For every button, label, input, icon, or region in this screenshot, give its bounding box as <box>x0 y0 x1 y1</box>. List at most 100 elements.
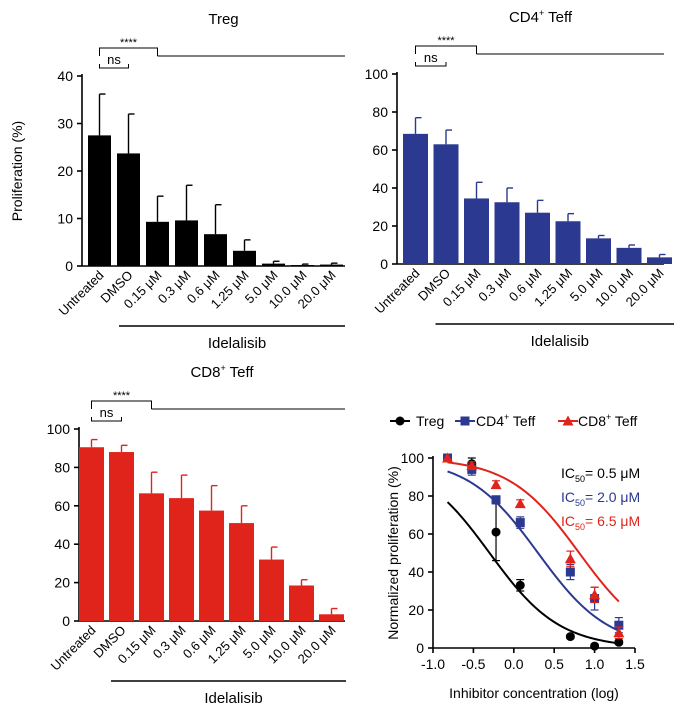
y-tick-label: 30 <box>57 116 73 132</box>
y-tick-label: 20 <box>408 602 424 618</box>
y-tick-label: 100 <box>401 450 425 466</box>
bar <box>494 202 520 264</box>
bar <box>204 234 227 266</box>
y-tick-label: 0 <box>416 640 424 656</box>
y-tick-label: 20 <box>54 575 70 591</box>
group-label: Idelalisib <box>208 335 266 352</box>
x-tick-label: Untreated <box>372 266 423 317</box>
y-tick-label: 40 <box>57 68 73 84</box>
bar <box>647 257 672 264</box>
x-tick-label: -1.0 <box>421 656 445 672</box>
bar <box>229 523 254 621</box>
sig-bracket <box>99 47 158 56</box>
bar <box>88 135 111 266</box>
x-tick-label: -0.5 <box>461 656 485 672</box>
bar <box>289 585 314 621</box>
legend-marker <box>562 415 574 426</box>
chart-title: CD4+ Teff <box>509 8 573 26</box>
ns-label: ns <box>100 405 114 420</box>
sig-label: **** <box>113 390 131 402</box>
data-point <box>590 641 600 651</box>
bar <box>259 559 284 621</box>
y-tick-label: 20 <box>57 163 73 179</box>
y-tick-label: 40 <box>54 536 70 552</box>
y-tick-label: 80 <box>54 459 70 475</box>
group-label: Idelalisib <box>204 690 262 707</box>
data-point <box>613 627 625 638</box>
bar <box>433 144 459 264</box>
bar <box>525 212 550 264</box>
ic50-label: IC50= 6.5 μM <box>561 513 640 532</box>
legend-marker <box>460 416 470 426</box>
sig-bracket <box>415 45 477 54</box>
ns-label: ns <box>107 52 121 67</box>
fit-curve <box>446 501 619 645</box>
bar <box>555 221 581 264</box>
y-tick-label: 80 <box>408 488 424 504</box>
y-axis-label: Proliferation (%) <box>9 121 25 221</box>
ns-bracket <box>99 64 129 69</box>
legend: Treg CD4+ Teff CD8+ Teff <box>390 412 637 429</box>
bar <box>169 498 194 621</box>
bar <box>109 452 134 621</box>
bar <box>175 220 198 266</box>
bar <box>403 133 428 264</box>
bar <box>616 247 642 264</box>
y-tick-label: 0 <box>380 256 388 272</box>
chart-title: Treg <box>208 11 238 28</box>
chart-title: CD8+ Teff <box>190 363 254 381</box>
y-tick-label: 60 <box>54 498 70 514</box>
legend-marker <box>395 416 405 426</box>
y-tick-label: 0 <box>65 258 73 274</box>
ns-bracket <box>91 417 122 422</box>
bar <box>464 198 489 264</box>
bar <box>586 238 611 264</box>
data-point <box>565 632 575 642</box>
y-tick-label: 0 <box>62 613 70 629</box>
sig-label: **** <box>437 35 455 47</box>
y-tick-label: 60 <box>372 142 388 158</box>
bar <box>139 493 164 621</box>
bar <box>117 153 140 266</box>
data-point <box>589 589 601 600</box>
bar <box>320 264 343 266</box>
x-tick-label: 0.0 <box>504 656 524 672</box>
ns-label: ns <box>424 50 438 65</box>
x-tick-label: 1.5 <box>625 656 645 672</box>
data-point <box>490 479 502 490</box>
sig-label: **** <box>120 37 138 49</box>
y-axis-label: Normalized proliferation (%) <box>385 466 401 640</box>
data-point <box>491 527 501 537</box>
data-point <box>614 620 624 630</box>
ic50-labels: IC50= 0.5 μM IC50= 2.0 μM IC50= 6.5 μM <box>561 465 640 532</box>
series-2 <box>442 452 625 640</box>
x-tick-label: 1.0 <box>585 656 605 672</box>
y-tick-label: 40 <box>372 180 388 196</box>
data-point <box>614 637 624 647</box>
data-point <box>515 518 525 528</box>
data-point <box>442 452 454 463</box>
dose-response-chart: 0 20 40 60 80 100 -1.0 -0.5 0.0 0.5 1.0 1.5 Inhibito… <box>385 412 645 701</box>
y-tick-label: 40 <box>408 564 424 580</box>
x-tick-label: 0.5 <box>544 656 564 672</box>
bar <box>199 510 224 621</box>
legend-label: CD4+ Teff <box>476 412 535 429</box>
legend-label: CD8+ Teff <box>578 412 637 429</box>
data-point <box>565 567 575 577</box>
y-tick-label: 80 <box>372 104 388 120</box>
group-label: Idelalisib <box>531 333 589 350</box>
y-tick-label: 100 <box>47 421 71 437</box>
y-tick-label: 10 <box>57 211 73 227</box>
x-tick-label: Untreated <box>48 623 99 674</box>
ns-bracket <box>415 62 447 67</box>
bar <box>262 263 285 266</box>
bar <box>319 614 344 621</box>
bar <box>146 221 169 266</box>
x-tick-label: 0.3 μM <box>150 623 189 662</box>
y-tick-label: 100 <box>365 66 389 82</box>
sig-bracket <box>91 400 152 409</box>
fit-curve <box>447 461 620 603</box>
